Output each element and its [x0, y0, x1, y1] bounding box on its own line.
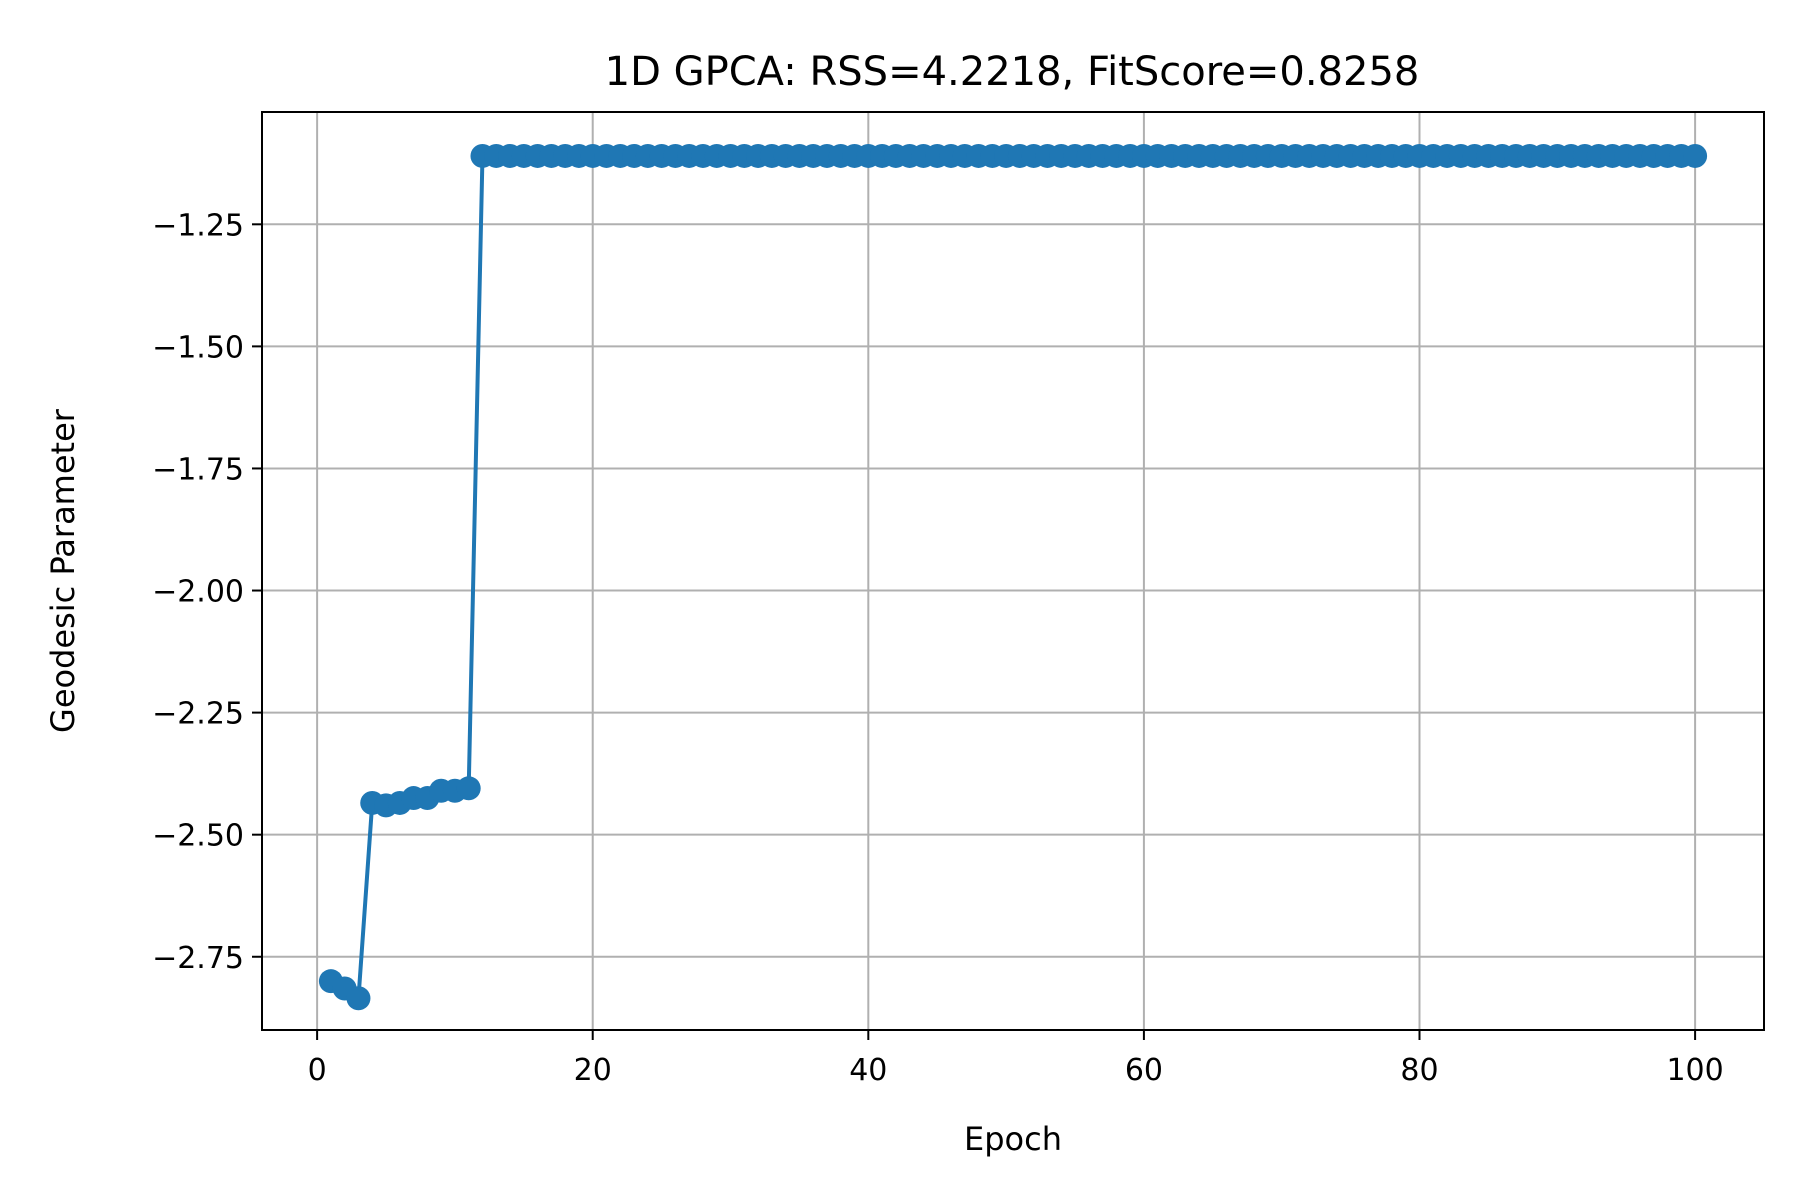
data-point: [1683, 143, 1708, 168]
grid: [262, 112, 1764, 1030]
x-tick-label: 100: [1666, 1053, 1723, 1088]
y-tick-label: −2.00: [152, 575, 244, 610]
y-tick-label: −1.50: [152, 330, 244, 365]
x-tick-label: 20: [574, 1053, 612, 1088]
ticks: 0 20 40 60 80 100 −1.25 −1.50 −1.75 −2.00 −2.25 −2.…: [152, 208, 1724, 1088]
x-tick-label: 60: [1125, 1053, 1163, 1088]
plot-area: [262, 112, 1764, 1030]
y-tick-label: −1.75: [152, 452, 244, 487]
y-tick-label: −2.25: [152, 697, 244, 732]
x-tick-label: 0: [308, 1053, 327, 1088]
x-axis-label: Epoch: [964, 1120, 1062, 1158]
y-axis-label: Geodesic Parameter: [44, 408, 82, 733]
axes-frame: [261, 111, 1765, 1031]
chart-title: 1D GPCA: RSS=4.2218, FitScore=0.8258: [605, 49, 1420, 95]
y-tick-label: −2.50: [152, 819, 244, 854]
x-tick-label: 80: [1400, 1053, 1438, 1088]
series-1: [318, 143, 1708, 1011]
y-tick-label: −2.75: [152, 941, 244, 976]
x-tick-label: 40: [849, 1053, 887, 1088]
data-point: [456, 776, 481, 801]
data-point: [346, 986, 371, 1011]
y-tick-label: −1.25: [152, 208, 244, 243]
